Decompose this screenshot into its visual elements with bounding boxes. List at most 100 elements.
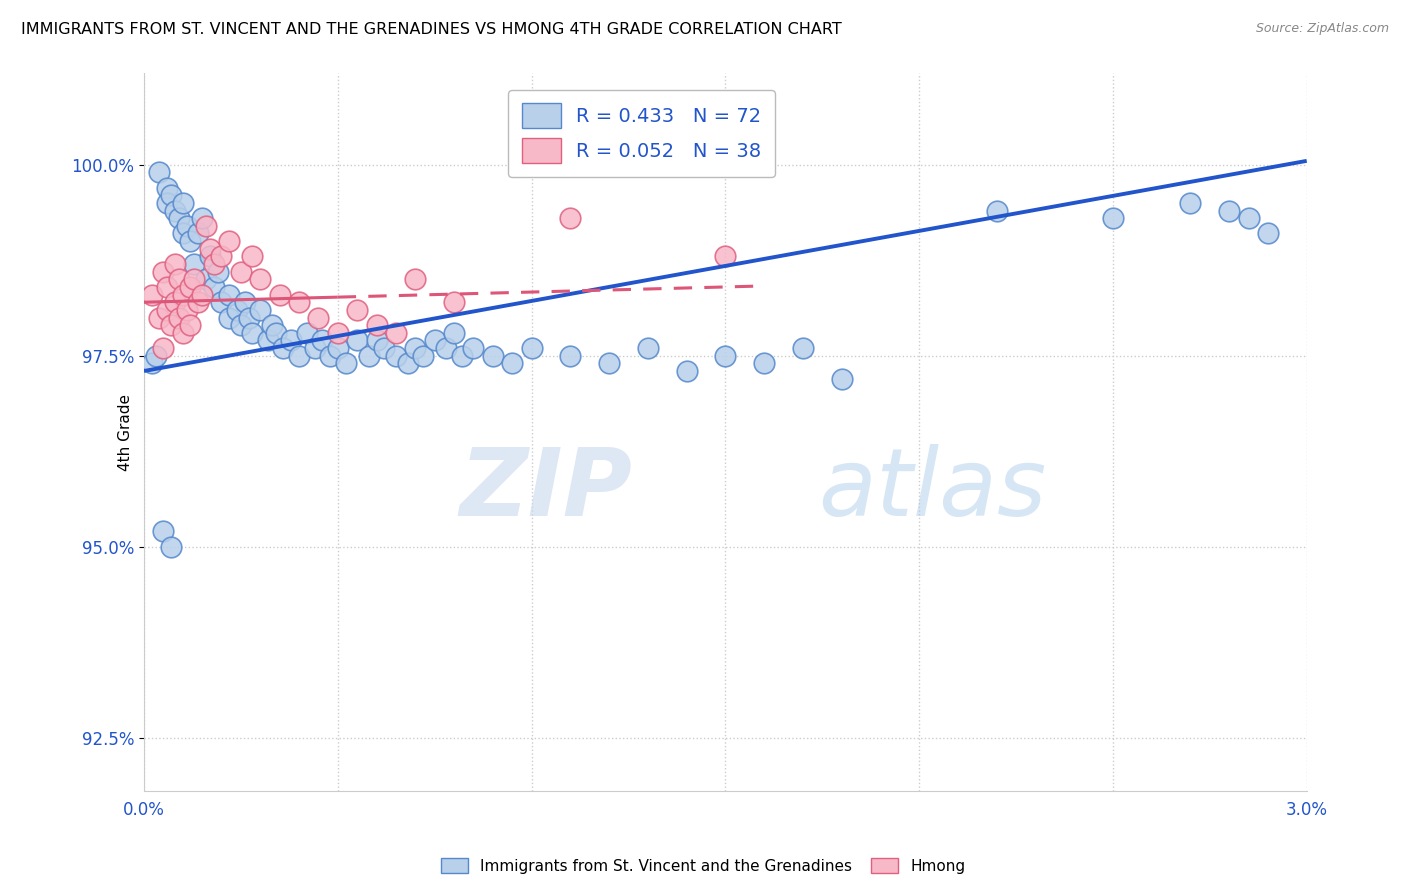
Point bbox=[752, 356, 775, 370]
Point bbox=[396, 356, 419, 370]
Point bbox=[176, 302, 198, 317]
Point bbox=[412, 349, 434, 363]
Point bbox=[357, 349, 380, 363]
Point bbox=[598, 356, 620, 370]
Point bbox=[463, 341, 485, 355]
Legend: R = 0.433   N = 72, R = 0.052   N = 38: R = 0.433 N = 72, R = 0.052 N = 38 bbox=[509, 90, 775, 177]
Point bbox=[443, 295, 465, 310]
Point bbox=[218, 287, 240, 301]
Point bbox=[172, 287, 194, 301]
Point bbox=[260, 318, 283, 333]
Text: ZIP: ZIP bbox=[460, 443, 633, 535]
Point bbox=[163, 295, 186, 310]
Text: Source: ZipAtlas.com: Source: ZipAtlas.com bbox=[1256, 22, 1389, 36]
Point bbox=[156, 280, 179, 294]
Point bbox=[229, 318, 252, 333]
Point bbox=[831, 371, 853, 385]
Point bbox=[304, 341, 326, 355]
Point bbox=[176, 219, 198, 233]
Point bbox=[319, 349, 342, 363]
Point bbox=[183, 257, 205, 271]
Point bbox=[560, 349, 582, 363]
Point bbox=[481, 349, 503, 363]
Point bbox=[257, 334, 280, 348]
Point bbox=[288, 295, 311, 310]
Point bbox=[714, 249, 737, 263]
Point bbox=[211, 249, 233, 263]
Point bbox=[211, 295, 233, 310]
Point bbox=[183, 272, 205, 286]
Point bbox=[714, 349, 737, 363]
Point bbox=[202, 280, 225, 294]
Point bbox=[163, 257, 186, 271]
Point bbox=[346, 334, 368, 348]
Point bbox=[637, 341, 659, 355]
Point bbox=[326, 341, 349, 355]
Point bbox=[141, 356, 163, 370]
Point bbox=[198, 249, 221, 263]
Point bbox=[385, 326, 408, 340]
Point bbox=[675, 364, 697, 378]
Point bbox=[167, 310, 190, 325]
Point bbox=[373, 341, 395, 355]
Point bbox=[238, 310, 260, 325]
Point bbox=[1218, 203, 1240, 218]
Point bbox=[226, 302, 249, 317]
Point bbox=[423, 334, 446, 348]
Point bbox=[152, 341, 174, 355]
Point bbox=[198, 242, 221, 256]
Point bbox=[242, 326, 264, 340]
Point bbox=[179, 234, 201, 248]
Point bbox=[187, 295, 209, 310]
Point bbox=[1180, 195, 1202, 210]
Text: IMMIGRANTS FROM ST. VINCENT AND THE GRENADINES VS HMONG 4TH GRADE CORRELATION CH: IMMIGRANTS FROM ST. VINCENT AND THE GREN… bbox=[21, 22, 842, 37]
Point bbox=[249, 272, 271, 286]
Point bbox=[273, 341, 295, 355]
Point bbox=[179, 318, 201, 333]
Point bbox=[194, 219, 217, 233]
Point bbox=[191, 211, 214, 226]
Point bbox=[160, 540, 183, 554]
Point bbox=[264, 326, 287, 340]
Point bbox=[404, 341, 426, 355]
Y-axis label: 4th Grade: 4th Grade bbox=[118, 393, 132, 471]
Point bbox=[385, 349, 408, 363]
Point bbox=[187, 227, 209, 241]
Point bbox=[191, 287, 214, 301]
Point bbox=[145, 349, 167, 363]
Point bbox=[156, 180, 179, 194]
Point bbox=[269, 287, 291, 301]
Point bbox=[202, 257, 225, 271]
Point bbox=[156, 195, 179, 210]
Point bbox=[346, 302, 368, 317]
Point bbox=[1257, 227, 1279, 241]
Point bbox=[249, 302, 271, 317]
Point bbox=[295, 326, 318, 340]
Point bbox=[172, 227, 194, 241]
Point bbox=[520, 341, 543, 355]
Point bbox=[326, 326, 349, 340]
Point bbox=[366, 318, 388, 333]
Point bbox=[218, 234, 240, 248]
Point bbox=[307, 310, 329, 325]
Point bbox=[366, 334, 388, 348]
Point bbox=[172, 195, 194, 210]
Point bbox=[501, 356, 523, 370]
Point bbox=[152, 524, 174, 539]
Point bbox=[156, 302, 179, 317]
Point bbox=[450, 349, 472, 363]
Point bbox=[207, 265, 229, 279]
Point bbox=[163, 203, 186, 218]
Point bbox=[1237, 211, 1260, 226]
Point bbox=[443, 326, 465, 340]
Point bbox=[560, 211, 582, 226]
Point bbox=[280, 334, 302, 348]
Point bbox=[179, 280, 201, 294]
Point bbox=[242, 249, 264, 263]
Legend: Immigrants from St. Vincent and the Grenadines, Hmong: Immigrants from St. Vincent and the Gren… bbox=[434, 852, 972, 880]
Point bbox=[148, 165, 170, 179]
Point bbox=[167, 211, 190, 226]
Point bbox=[194, 272, 217, 286]
Point bbox=[218, 310, 240, 325]
Point bbox=[1102, 211, 1125, 226]
